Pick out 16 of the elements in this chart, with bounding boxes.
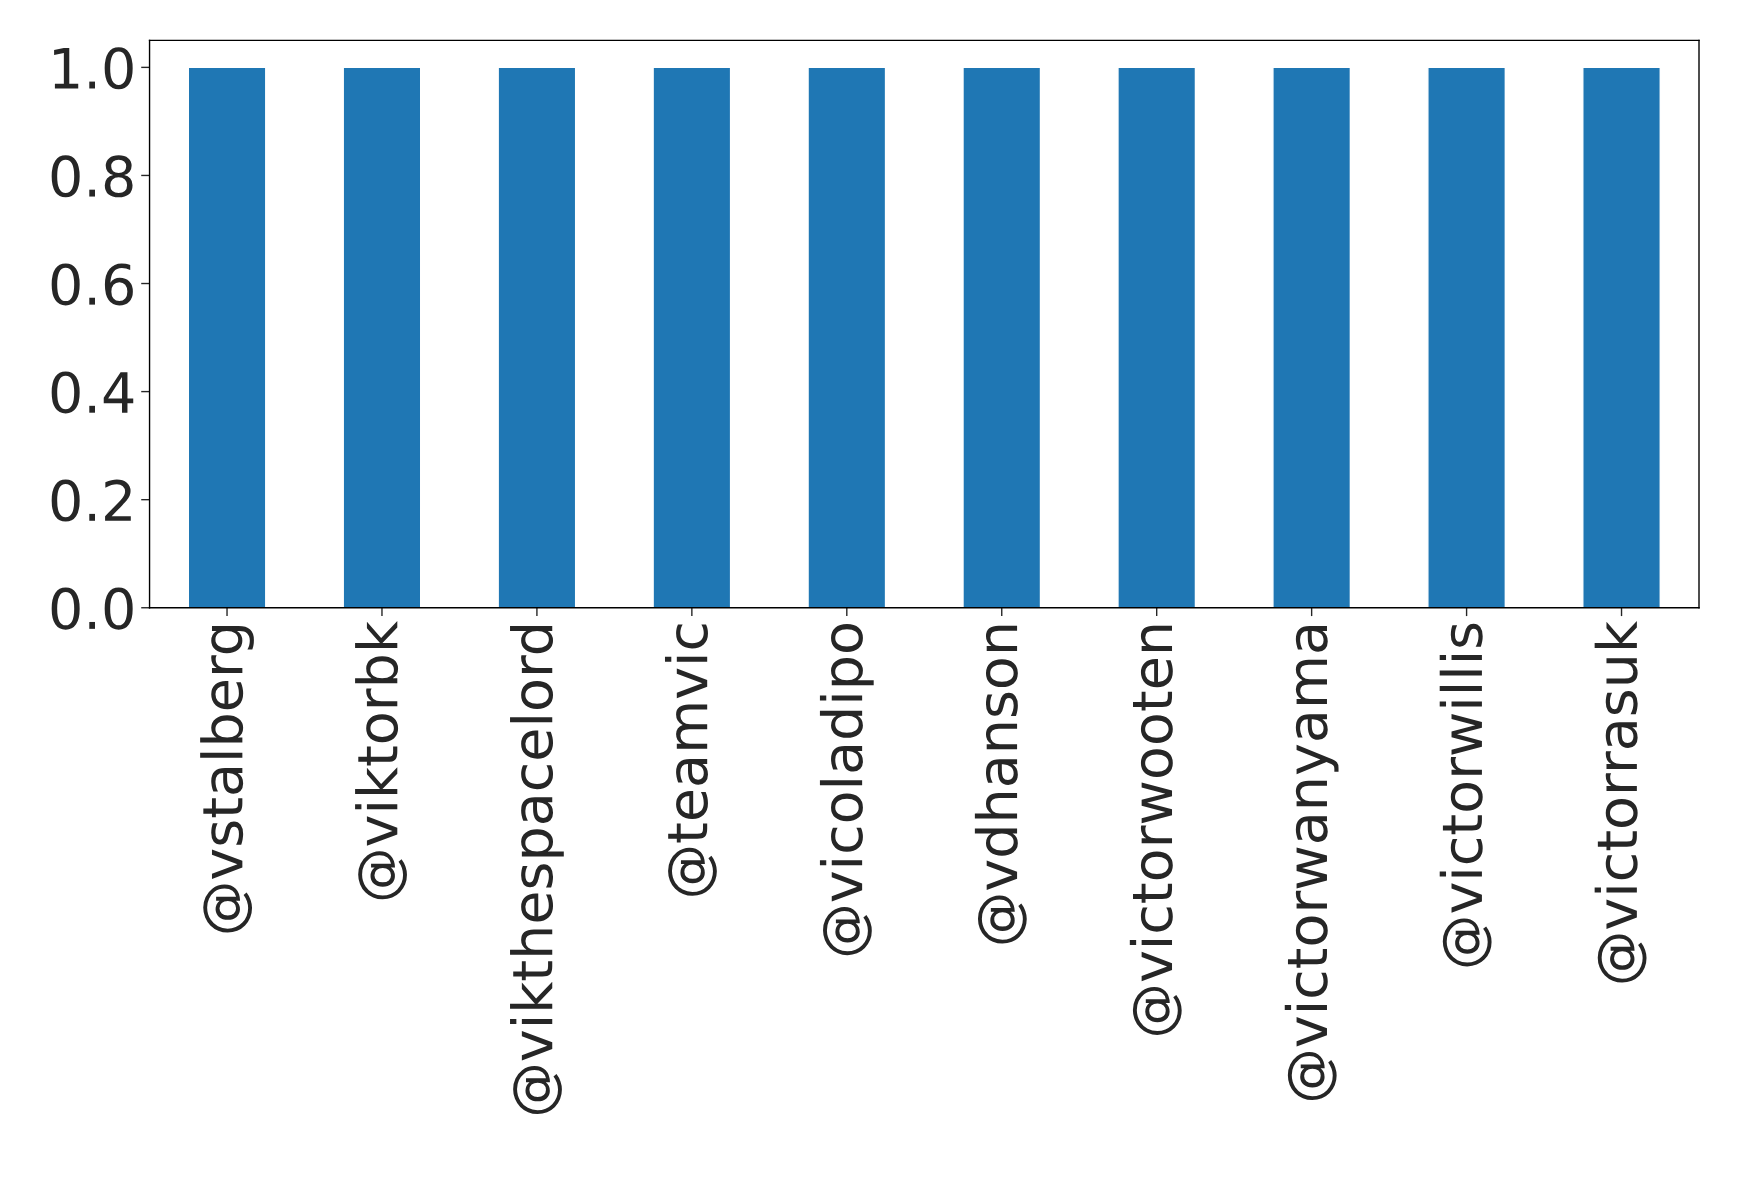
y-tick-label: 0.6 (51, 263, 133, 306)
x-tick-label: @teamvic (664, 624, 717, 896)
x-tick-label: @vdhanson (974, 625, 1027, 944)
x-tick-label: @victorwooten (1129, 625, 1182, 1035)
x-tick-label: @victorwanyama (1284, 625, 1339, 1101)
y-tick-label: 0.8 (51, 155, 133, 198)
x-tick-label: @vikthespacelord (510, 626, 564, 1115)
x-tick-label: @vicoladipo (819, 623, 874, 956)
x-tick-label: @victorrasuk (1594, 621, 1647, 983)
y-tick-label: 1.0 (54, 47, 133, 90)
y-tick-label: 0.4 (51, 371, 134, 414)
x-tick-label: @vstalberg (200, 625, 254, 933)
x-tick-label: @victorwillis (1439, 623, 1492, 967)
x-tick-label: @viktorbk (355, 621, 407, 900)
y-tick-label: 0.2 (51, 479, 131, 522)
y-tick-label: 0.0 (51, 587, 133, 630)
